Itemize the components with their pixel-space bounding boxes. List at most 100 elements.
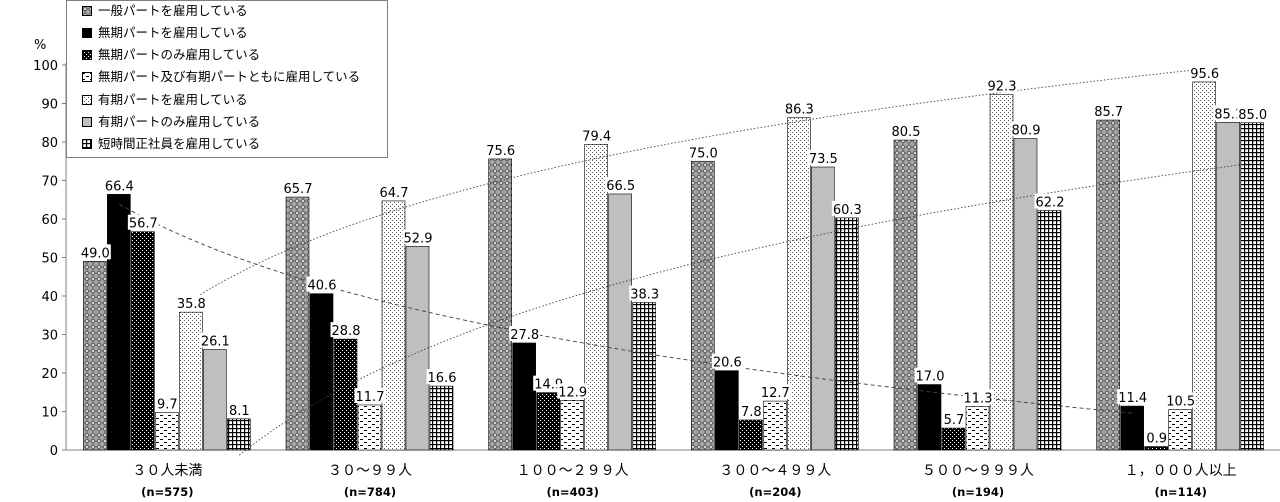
bar: [691, 160, 715, 451]
legend-swatch-grid-white: [82, 139, 92, 149]
data-label-background: [1010, 121, 1042, 137]
data-label: 11.7: [356, 390, 385, 405]
trendline: [191, 68, 1205, 301]
data-label-background: [831, 200, 863, 216]
bar: [333, 338, 358, 451]
data-label: 7.8: [741, 405, 762, 420]
data-label: 85.7: [1094, 105, 1123, 120]
data-label: 20.6: [713, 356, 742, 371]
y-tick-label: 60: [41, 213, 58, 228]
bar: [131, 231, 155, 451]
bar: [309, 293, 334, 451]
data-label: 75.6: [486, 144, 515, 159]
legend-swatch-solid-black: [82, 28, 92, 38]
data-label: 28.8: [332, 324, 361, 339]
legend-label: 無期パートを雇用している: [98, 25, 248, 40]
bar: [83, 261, 107, 451]
data-label-background: [557, 383, 589, 399]
legend-label: 有期パートのみ雇用している: [98, 114, 261, 129]
bar: [227, 418, 251, 451]
bar: [357, 404, 382, 451]
x-category-label: ３０～９９人: [328, 463, 412, 479]
bar: [893, 139, 918, 451]
y-tick-label: 40: [41, 290, 58, 305]
data-label: 16.6: [428, 371, 457, 386]
legend: 一般パートを雇用している 無期パートを雇用している 無期パートのみ雇用している …: [66, 0, 388, 158]
x-category-label: １，０００人以上: [1125, 463, 1237, 479]
x-category-count: (n=575): [141, 485, 193, 499]
bar: [1013, 138, 1038, 451]
data-label-background: [306, 276, 338, 292]
data-label: 49.0: [81, 246, 110, 261]
bar: [203, 349, 227, 451]
axes: 0 10 20 30 40 50 60 70 80 90 100 ３０人未満 (n=575) ３０～９９人…: [33, 59, 1280, 499]
data-label: 60.3: [833, 203, 862, 218]
y-tick-label: 90: [41, 98, 58, 113]
data-label-background: [739, 402, 763, 418]
y-tick-label: 70: [41, 175, 58, 190]
data-label: 80.9: [1012, 124, 1041, 139]
data-label: 86.3: [785, 103, 814, 118]
y-tick-label: 100: [33, 59, 58, 74]
legend-label: 一般パートを雇用している: [98, 3, 248, 18]
data-label: 11.3: [964, 391, 993, 406]
y-tick-label: 20: [41, 367, 58, 382]
data-label: 85.1: [1214, 107, 1243, 122]
y-tick-label: 0: [50, 444, 58, 459]
y-tick-label: 50: [41, 252, 58, 267]
y-tick-label: 10: [41, 406, 58, 421]
data-label-background: [330, 322, 362, 338]
data-label-background: [581, 127, 613, 143]
data-label: 75.0: [689, 146, 718, 161]
x-category-count: (n=784): [344, 485, 396, 499]
data-label: 8.1: [229, 404, 250, 419]
data-label: 12.9: [558, 385, 587, 400]
data-label-background: [629, 285, 661, 301]
data-label-background: [807, 150, 839, 166]
data-label-background: [687, 144, 719, 160]
data-label: 14.9: [534, 378, 563, 393]
legend-label: 短時間正社員を雇用している: [98, 136, 261, 151]
data-label: 26.1: [201, 335, 230, 350]
data-label-background: [509, 325, 541, 341]
x-category-count: (n=204): [749, 485, 801, 499]
data-label-background: [354, 387, 386, 403]
data-label-background: [1034, 193, 1066, 209]
bar: [429, 385, 454, 451]
bar: [941, 427, 966, 451]
trendline: [239, 162, 1253, 456]
data-label: 95.6: [1190, 67, 1219, 82]
bars: [83, 81, 1264, 451]
data-label: 66.4: [105, 179, 134, 194]
data-label-background: [402, 229, 434, 245]
bar: [965, 406, 990, 451]
data-label: 11.4: [1118, 391, 1147, 406]
legend-label: 無期パートのみ雇用している: [98, 47, 261, 62]
data-label-background: [175, 295, 207, 311]
data-label-background: [605, 176, 637, 192]
bar: [405, 246, 430, 451]
legend-swatch-black-check: [82, 50, 92, 60]
data-label-background: [890, 123, 922, 139]
x-category-count: (n=194): [952, 485, 1004, 499]
bar: [179, 311, 203, 451]
data-label: 85.0: [1238, 108, 1267, 123]
data-label-background: [1213, 105, 1245, 121]
bar: [787, 117, 811, 451]
x-category-label: ３００～４９９人: [719, 463, 831, 479]
data-label-background: [1189, 64, 1221, 80]
data-labels: 49.0 65.7 75.6 75.0 80.5 85.7 66.4 40.6 27.8 20.6…: [79, 64, 1269, 447]
y-tick-label: 80: [41, 136, 58, 151]
data-label: 35.8: [177, 297, 206, 312]
data-label: 27.8: [510, 328, 539, 343]
data-label: 38.3: [630, 288, 659, 303]
bar: [512, 342, 536, 451]
data-label: 10.5: [1166, 395, 1195, 410]
data-label-background: [426, 369, 458, 385]
data-label-background: [227, 401, 251, 417]
x-category-label: １００～２９９人: [517, 463, 629, 479]
bar: [1120, 405, 1144, 451]
bar: [381, 200, 406, 451]
data-label: 52.9: [404, 231, 433, 246]
